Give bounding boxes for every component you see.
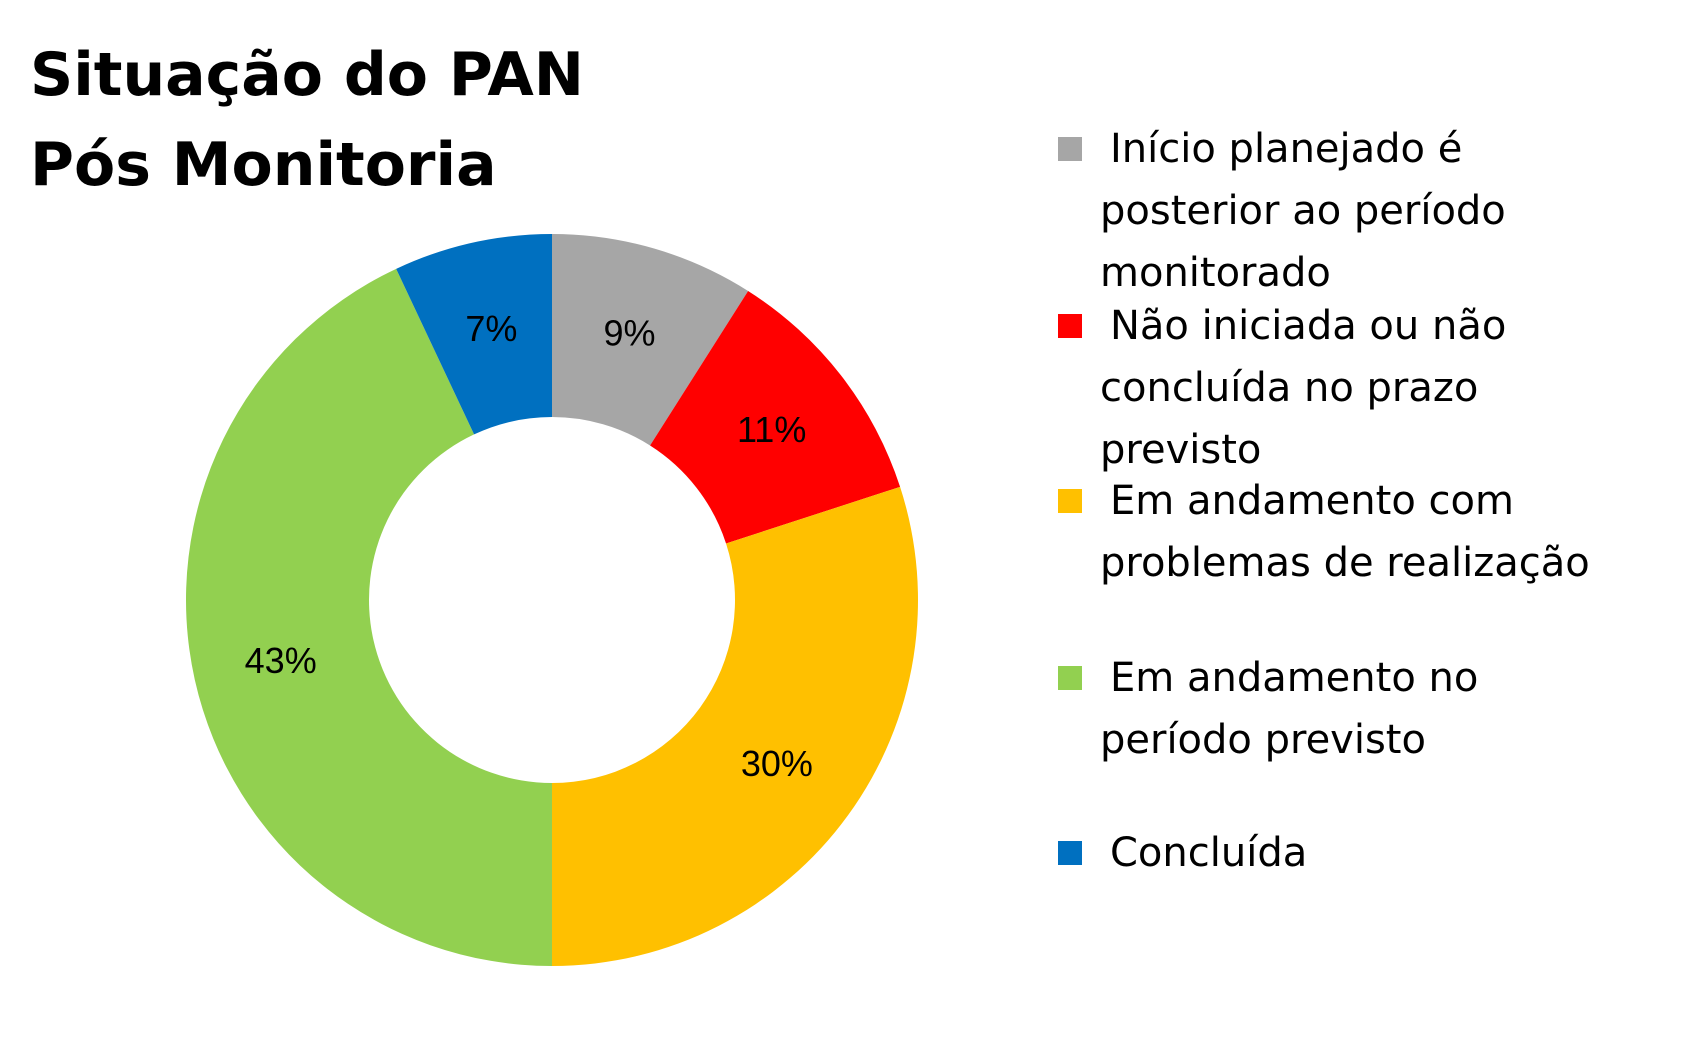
donut-slice-4	[185, 268, 553, 966]
legend-item-2: Não iniciada ou não concluída no prazo pre…	[1040, 295, 1640, 481]
legend-label-3-line-1: Em andamento com	[1110, 478, 1514, 524]
legend-label-5: Concluída	[1040, 822, 1640, 884]
donut-slice-1	[552, 234, 749, 446]
legend-label-2-line-1: Não iniciada ou não	[1110, 303, 1507, 349]
donut-slice-5	[396, 234, 552, 435]
data-label-3: 30%	[741, 743, 813, 784]
donut-data-labels: 9% 11% 30% 43% 7%	[245, 308, 813, 784]
legend-label-1: Início planejado é posterior ao período mo…	[1040, 118, 1640, 304]
legend-label-1-line-3: monitorado	[1100, 250, 1331, 296]
data-label-5: 7%	[465, 308, 517, 349]
data-label-1: 9%	[604, 313, 656, 354]
legend-label-2: Não iniciada ou não concluída no prazo pre…	[1040, 295, 1640, 481]
legend: Início planejado é posterior ao período mo…	[1040, 0, 1640, 1057]
legend-item-5: Concluída	[1040, 822, 1640, 884]
legend-label-1-line-2: posterior ao período	[1100, 188, 1506, 234]
legend-label-4-line-2: período previsto	[1100, 717, 1426, 763]
legend-label-3: Em andamento com problemas de realização	[1040, 470, 1640, 594]
data-label-2: 11%	[737, 409, 806, 450]
donut-slices	[185, 234, 918, 966]
legend-label-4: Em andamento no período previsto	[1040, 647, 1640, 771]
legend-item-1: Início planejado é posterior ao período mo…	[1040, 118, 1640, 304]
chart-title: Situação do PAN Pós Monitoria	[30, 30, 584, 210]
chart-title-line-2: Pós Monitoria	[30, 130, 497, 200]
legend-item-4: Em andamento no período previsto	[1040, 647, 1640, 771]
legend-swatch-1	[1058, 137, 1082, 161]
chart-title-line-1: Situação do PAN	[30, 40, 585, 110]
legend-label-1-line-1: Início planejado é	[1110, 126, 1463, 172]
data-label-4: 43%	[245, 640, 317, 681]
legend-label-2-line-3: previsto	[1100, 427, 1262, 473]
legend-label-5-line-1: Concluída	[1110, 830, 1308, 876]
legend-label-3-line-2: problemas de realização	[1100, 540, 1590, 586]
legend-swatch-3	[1058, 489, 1082, 513]
legend-label-2-line-2: concluída no prazo	[1100, 365, 1479, 411]
legend-swatch-2	[1058, 314, 1082, 338]
donut-slice-3	[552, 486, 918, 966]
donut-slice-2	[650, 290, 901, 544]
legend-item-3: Em andamento com problemas de realização	[1040, 470, 1640, 594]
legend-swatch-5	[1058, 841, 1082, 865]
legend-label-4-line-1: Em andamento no	[1110, 655, 1479, 701]
legend-swatch-4	[1058, 666, 1082, 690]
